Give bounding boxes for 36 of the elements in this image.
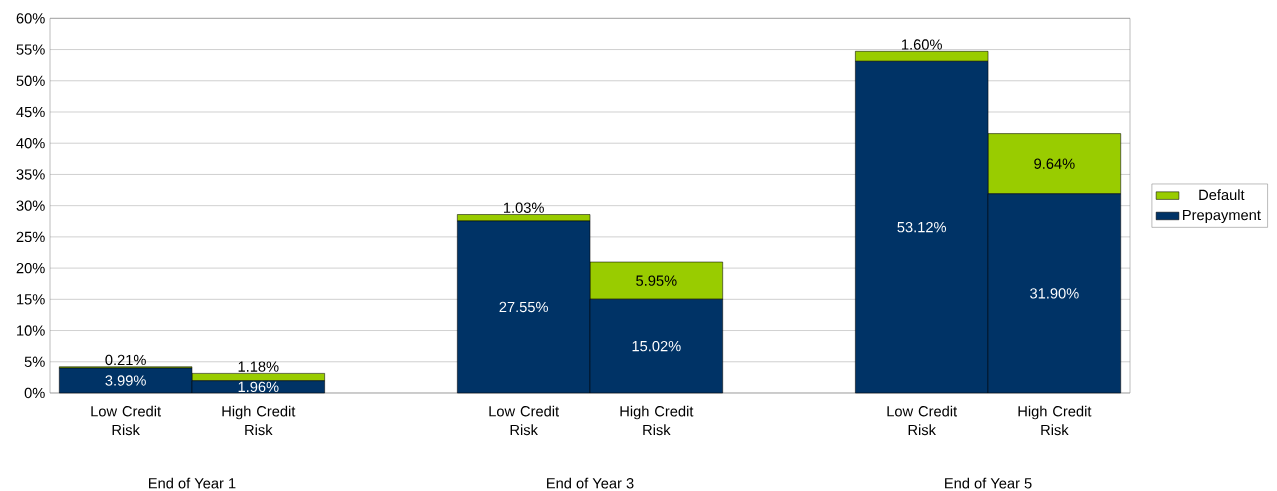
data-label: 15.02% <box>632 340 681 352</box>
x-tick-label: Low Credit Risk <box>887 405 958 436</box>
y-tick-label: 40% <box>16 138 45 149</box>
y-tick-label: 0% <box>24 387 45 399</box>
data-label: 53.12% <box>897 221 947 233</box>
y-tick-label: 20% <box>16 262 45 274</box>
x-tick-label: Low Credit Risk <box>489 405 560 436</box>
y-tick-label: 60% <box>16 13 45 24</box>
x-tick-label: High Credit Risk <box>222 405 296 436</box>
y-tick-label: 25% <box>16 231 45 243</box>
x-tick-label: High Credit Risk <box>1018 405 1092 436</box>
data-label: 3.99% <box>105 375 146 386</box>
data-label: 1.03% <box>503 202 544 213</box>
legend-label: Default <box>1199 189 1245 201</box>
y-tick-label: 50% <box>16 75 45 86</box>
x-tick-label: High Credit Risk <box>620 405 694 436</box>
data-label: 0.21% <box>105 354 146 366</box>
data-label: 5.95% <box>636 275 677 286</box>
y-tick-label: 5% <box>24 356 45 367</box>
y-tick-label: 55% <box>16 44 45 55</box>
y-tick-label: 35% <box>16 169 45 180</box>
data-label: 1.18% <box>238 361 279 372</box>
y-tick-label: 15% <box>17 294 45 305</box>
data-label: 9.64% <box>1034 158 1075 169</box>
text: End of Year 3 <box>547 477 634 489</box>
text: End of Year 1 <box>149 477 236 489</box>
y-tick-label: 45% <box>16 106 45 118</box>
legend-label: Prepayment <box>1183 209 1261 224</box>
y-tick-label: 10% <box>17 325 45 336</box>
y-tick-label: 30% <box>16 200 45 211</box>
data-label: 1.96% <box>238 381 279 393</box>
x-tick-label: Low Credit Risk <box>91 405 161 436</box>
data-label: 1.60% <box>902 39 942 50</box>
data-label: 31.90% <box>1030 288 1079 299</box>
text: End of Year 5 <box>945 477 1032 489</box>
data-label: 27.55% <box>499 301 548 313</box>
